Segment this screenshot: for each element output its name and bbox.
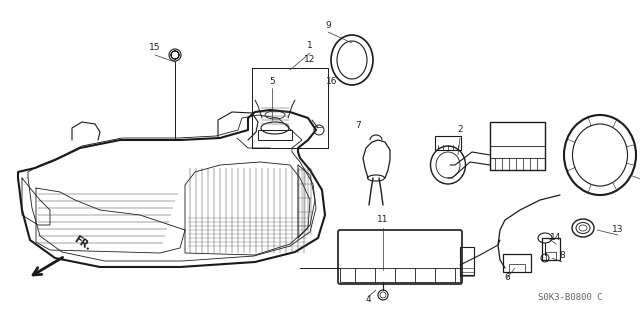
Bar — [490, 146, 545, 158]
Bar — [542, 238, 560, 260]
Text: 2: 2 — [457, 125, 463, 135]
Bar — [340, 268, 460, 282]
Text: 4: 4 — [365, 295, 371, 305]
Bar — [460, 247, 474, 275]
Text: FR.: FR. — [72, 234, 93, 252]
Text: S0K3-B0800 C: S0K3-B0800 C — [538, 293, 602, 302]
Bar — [258, 130, 292, 140]
Bar — [509, 264, 525, 272]
Text: 11: 11 — [377, 216, 388, 225]
Text: 12: 12 — [304, 56, 316, 64]
Bar — [503, 254, 531, 272]
Text: 5: 5 — [269, 78, 275, 86]
Bar — [490, 122, 545, 170]
Text: 14: 14 — [550, 234, 562, 242]
Bar — [435, 136, 461, 150]
Text: 15: 15 — [149, 43, 161, 53]
Text: 13: 13 — [612, 226, 624, 234]
Bar — [546, 252, 556, 260]
Text: 7: 7 — [355, 121, 361, 130]
Text: 6: 6 — [504, 273, 510, 283]
Text: 8: 8 — [559, 251, 565, 261]
Text: 16: 16 — [326, 78, 338, 86]
Text: 1: 1 — [307, 41, 313, 49]
Text: 9: 9 — [325, 20, 331, 29]
